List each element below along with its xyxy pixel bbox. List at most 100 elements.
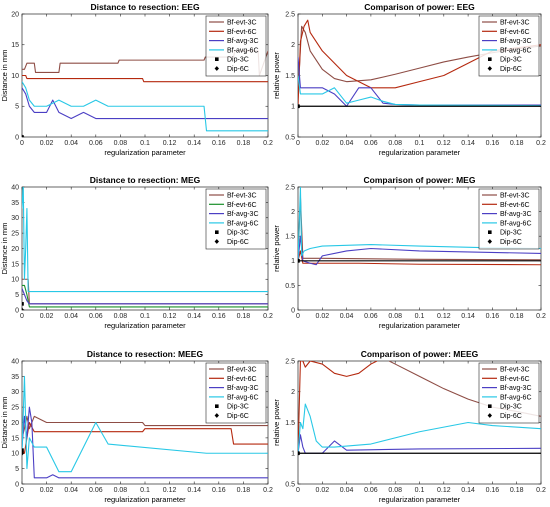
y-tick-label: 35 [11, 200, 19, 207]
y-tick-label: 2.5 [285, 11, 295, 18]
y-tick-label: 1 [291, 258, 295, 265]
x-tick-label: 0.02 [40, 487, 54, 494]
y-tick-label: 0 [15, 134, 19, 141]
y-tick-label: 0 [15, 481, 19, 488]
legend-label: Bf-avg-3C [500, 38, 532, 45]
legend-marker [488, 404, 492, 408]
x-axis-label: regularization parameter [104, 495, 186, 504]
chart-eeg-distance: Distance to resection: EEG 0 0.02 0.04 0.06 0… [0, 2, 273, 157]
x-tick-label: 0.2 [536, 487, 546, 494]
legend: Bf-evt-3C Bf-evt-6C Bf-avg-3C Bf-avg-6C Dip-… [205, 362, 267, 424]
legend-label: Bf-evt-6C [500, 29, 530, 36]
legend-label: Dip-6C [500, 413, 522, 420]
x-tick-label: 0.14 [187, 313, 201, 320]
x-tick-label: 0.06 [89, 487, 103, 494]
y-tick-label: 0.5 [285, 134, 295, 141]
legend-marker [487, 66, 492, 71]
chart-title: Comparison of power: EEG [364, 2, 475, 12]
series-line-bf-avg-3c [22, 87, 268, 120]
series-line-bf-avg-6c [22, 187, 268, 293]
y-tick-label: 1.5 [285, 234, 295, 241]
x-tick-label: 0.12 [163, 313, 177, 320]
x-tick-label: 0 [20, 313, 24, 320]
legend-label: Dip-3C [500, 230, 522, 237]
legend-label: Bf-evt-6C [227, 202, 257, 209]
y-tick-label: 25 [11, 405, 19, 412]
x-tick-label: 0.14 [187, 140, 201, 147]
x-tick-label: 0.06 [89, 313, 103, 320]
y-tick-label: 0 [291, 307, 295, 314]
legend-label: Bf-evt-6C [227, 29, 257, 36]
series-line-bf-evt-6c [298, 19, 541, 107]
marker-dip-6c [22, 450, 25, 456]
x-tick-label: 0 [20, 140, 24, 147]
x-tick-label: 0.06 [364, 313, 378, 320]
legend-label: Dip-6C [227, 66, 249, 73]
x-tick-label: 0.12 [437, 487, 451, 494]
x-tick-label: 0.2 [536, 140, 546, 147]
y-tick-label: 10 [11, 277, 19, 284]
series-line-bf-evt-6c [22, 284, 268, 308]
chart-meeg-distance: Distance to resection: MEEG 0 0.02 0.04 0.06… [0, 349, 273, 504]
x-tick-label: 0.14 [461, 487, 475, 494]
y-tick-label: 30 [11, 389, 19, 396]
legend-label: Bf-evt-3C [227, 20, 257, 27]
x-tick-label: 0.02 [315, 487, 329, 494]
chart-title: Comparison of power: MEEG [361, 349, 479, 359]
x-tick-label: 0.16 [212, 487, 226, 494]
x-tick-label: 0.02 [315, 313, 329, 320]
legend-marker [487, 413, 492, 418]
x-tick-label: 0.12 [437, 313, 451, 320]
chart-meeg-power: Comparison of power: MEEG 0 0.02 0.04 0.06 0.… [272, 349, 546, 504]
y-tick-label: 2.5 [285, 358, 295, 365]
y-tick-label: 1 [291, 104, 295, 111]
y-axis-label: Distance in mm [0, 50, 9, 102]
x-tick-label: 0.14 [461, 313, 475, 320]
y-tick-label: 5 [15, 466, 19, 473]
legend-label: Bf-avg-6C [500, 394, 532, 401]
legend-label: Bf-avg-6C [227, 47, 259, 54]
legend: Bf-evt-3C Bf-evt-6C Bf-avg-3C Bf-avg-6C Dip-… [478, 15, 540, 77]
legend: Bf-evt-3C Bf-evt-6C Bf-avg-3C Bf-avg-6C Dip-… [478, 362, 540, 424]
chart-eeg-power: Comparison of power: EEG 0 0.02 0.04 0.06 0.0… [272, 2, 546, 157]
x-tick-label: 0.12 [163, 487, 177, 494]
x-tick-label: 0.06 [364, 487, 378, 494]
y-tick-label: 20 [11, 11, 19, 18]
series-line-bf-evt-6c [22, 74, 268, 83]
y-tick-label: 0.5 [285, 481, 295, 488]
x-tick-label: 0.06 [89, 140, 103, 147]
x-tick-label: 0.12 [437, 140, 451, 147]
y-tick-label: 40 [11, 358, 19, 365]
legend-label: Dip-6C [227, 239, 249, 246]
x-tick-label: 0.18 [237, 313, 251, 320]
legend-label: Bf-avg-3C [227, 38, 259, 45]
y-tick-label: 40 [11, 184, 19, 191]
series-line-bf-avg-6c [22, 375, 268, 473]
x-tick-label: 0.18 [510, 140, 524, 147]
legend-label: Bf-evt-6C [500, 202, 530, 209]
x-tick-label: 0.08 [388, 487, 402, 494]
legend-marker [487, 239, 492, 244]
x-tick-label: 0.1 [415, 487, 425, 494]
series-line-bf-avg-6c [22, 81, 268, 132]
legend: Bf-evt-3C Bf-evt-6C Bf-avg-3C Bf-avg-6C Dip-… [205, 15, 267, 77]
legend: Bf-evt-3C Bf-evt-6C Bf-avg-3C Bf-avg-6C Dip-… [205, 188, 267, 250]
x-tick-label: 0 [296, 140, 300, 147]
y-axis-label: relative power [272, 52, 281, 99]
legend-marker [488, 57, 492, 61]
chart-title: Distance to resection: MEG [90, 175, 201, 185]
series-line-bf-avg-6c [298, 75, 541, 107]
x-tick-label: 0.08 [388, 313, 402, 320]
legend-marker [215, 230, 219, 234]
y-axis-label: Distance in mm [0, 223, 9, 275]
series-line-bf-avg-3c [22, 288, 268, 305]
marker-dip-6c [22, 307, 25, 310]
legend-label: Bf-avg-6C [227, 394, 259, 401]
legend-label: Bf-avg-6C [500, 220, 532, 227]
y-tick-label: 2.5 [285, 184, 295, 191]
y-tick-label: 20 [11, 246, 19, 253]
marker-dip-6c [298, 450, 301, 456]
x-tick-label: 0.08 [388, 140, 402, 147]
x-tick-label: 0.2 [536, 313, 546, 320]
x-tick-label: 0 [20, 487, 24, 494]
